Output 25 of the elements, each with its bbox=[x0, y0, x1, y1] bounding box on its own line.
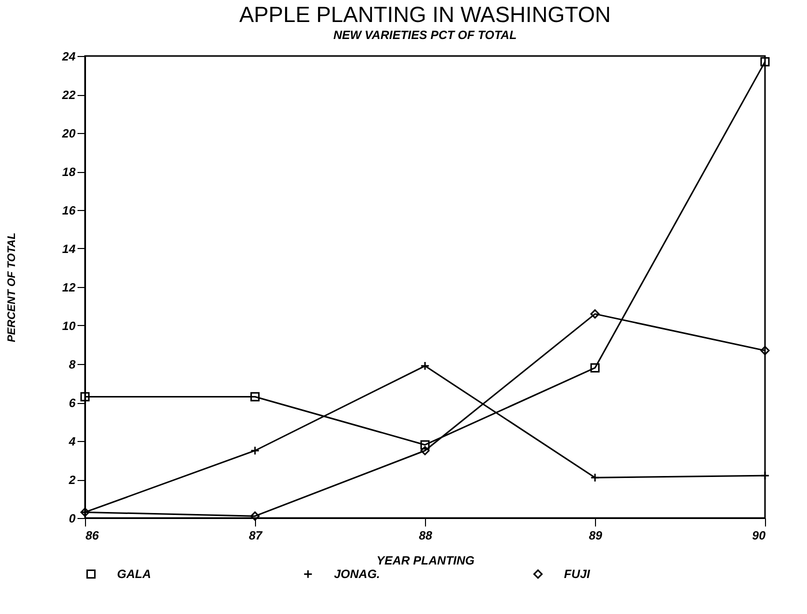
y-tick-label: 10 bbox=[62, 319, 76, 333]
x-tick-label: 89 bbox=[588, 528, 602, 542]
x-tick-label: 90 bbox=[752, 528, 766, 542]
legend-label: JONAG. bbox=[334, 567, 380, 582]
x-tick-label: 86 bbox=[86, 528, 100, 542]
y-tick-label: 18 bbox=[62, 165, 76, 179]
y-tick-label: 14 bbox=[62, 242, 76, 256]
legend-label: GALA bbox=[117, 567, 151, 582]
chart-subtitle: NEW VARIETIES PCT OF TOTAL bbox=[333, 28, 517, 42]
y-tick-label: 6 bbox=[68, 396, 76, 410]
y-tick-label: 0 bbox=[68, 512, 76, 526]
legend-label: FUJI bbox=[564, 567, 591, 582]
y-tick-label: 24 bbox=[61, 50, 76, 64]
chart-title: APPLE PLANTING IN WASHINGTON bbox=[239, 2, 611, 27]
y-axis-title: PERCENT OF TOTAL bbox=[6, 232, 18, 342]
y-tick-label: 4 bbox=[68, 434, 76, 448]
y-tick-label: 2 bbox=[68, 473, 76, 487]
y-tick-label: 8 bbox=[68, 358, 76, 372]
x-tick-label: 88 bbox=[418, 528, 432, 542]
y-tick-label: 12 bbox=[62, 280, 76, 294]
y-tick-label: 20 bbox=[61, 126, 76, 140]
y-tick-label: 16 bbox=[62, 204, 76, 218]
x-axis-title: YEAR PLANTING bbox=[376, 554, 475, 568]
y-tick-label: 22 bbox=[61, 88, 76, 102]
x-tick-label: 87 bbox=[248, 528, 264, 542]
